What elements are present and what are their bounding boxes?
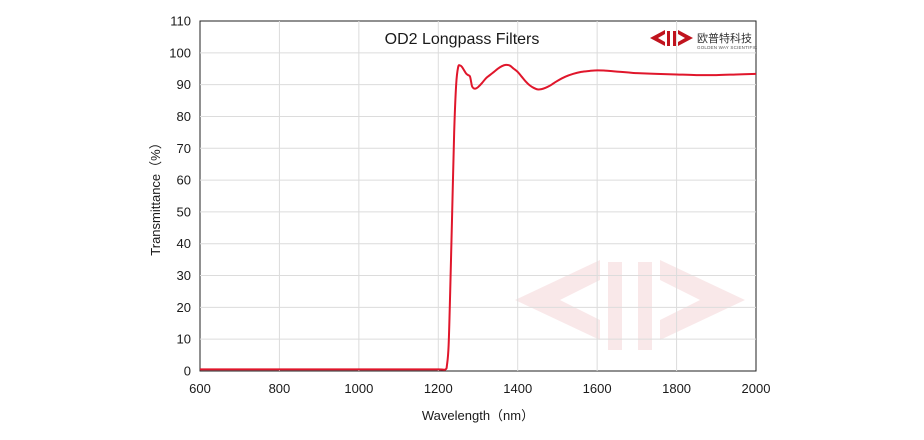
y-axis-label: Transmittance（%）: [148, 136, 163, 255]
y-tick-label: 100: [169, 45, 191, 60]
chart-title: OD2 Longpass Filters: [385, 31, 540, 48]
x-tick-label: 600: [189, 381, 211, 396]
y-tick-label: 20: [177, 300, 191, 315]
series-layer: [199, 63, 757, 371]
x-tick-label: 1800: [662, 381, 691, 396]
x-tick-label: 800: [269, 381, 291, 396]
y-tick-label: 10: [177, 332, 191, 347]
x-tick-label: 2000: [742, 381, 771, 396]
grid: [200, 21, 756, 371]
y-tick-label: 80: [177, 109, 191, 124]
series-line-0: [199, 63, 757, 371]
y-ticks: 0 10 20 30 40 50 60 70 80 90 100 110: [169, 14, 191, 379]
x-ticks: 600 800 1000 1200 1400 1600 1800 2000: [189, 381, 770, 396]
y-tick-label: 30: [177, 268, 191, 283]
y-tick-label: 60: [177, 173, 191, 188]
y-tick-label: 110: [170, 14, 191, 29]
logo-mark-icon: [650, 30, 693, 46]
x-tick-label: 1000: [344, 381, 373, 396]
brand-logo: 欧普特科技 GOLDEN WAY SCIENTIFIC: [650, 30, 758, 50]
x-tick-label: 1600: [583, 381, 612, 396]
logo-name-cn: 欧普特科技: [697, 31, 752, 45]
x-tick-label: 1400: [503, 381, 532, 396]
watermark-logo: [515, 260, 745, 350]
x-tick-label: 1200: [424, 381, 453, 396]
plot-frame: [199, 20, 757, 372]
y-tick-label: 0: [184, 364, 191, 379]
y-tick-label: 40: [177, 236, 191, 251]
y-tick-label: 90: [177, 77, 191, 92]
y-tick-label: 50: [177, 204, 191, 219]
x-axis-label: Wavelength（nm）: [422, 408, 534, 423]
y-tick-label: 70: [177, 141, 191, 156]
logo-name-en: GOLDEN WAY SCIENTIFIC: [697, 45, 758, 50]
